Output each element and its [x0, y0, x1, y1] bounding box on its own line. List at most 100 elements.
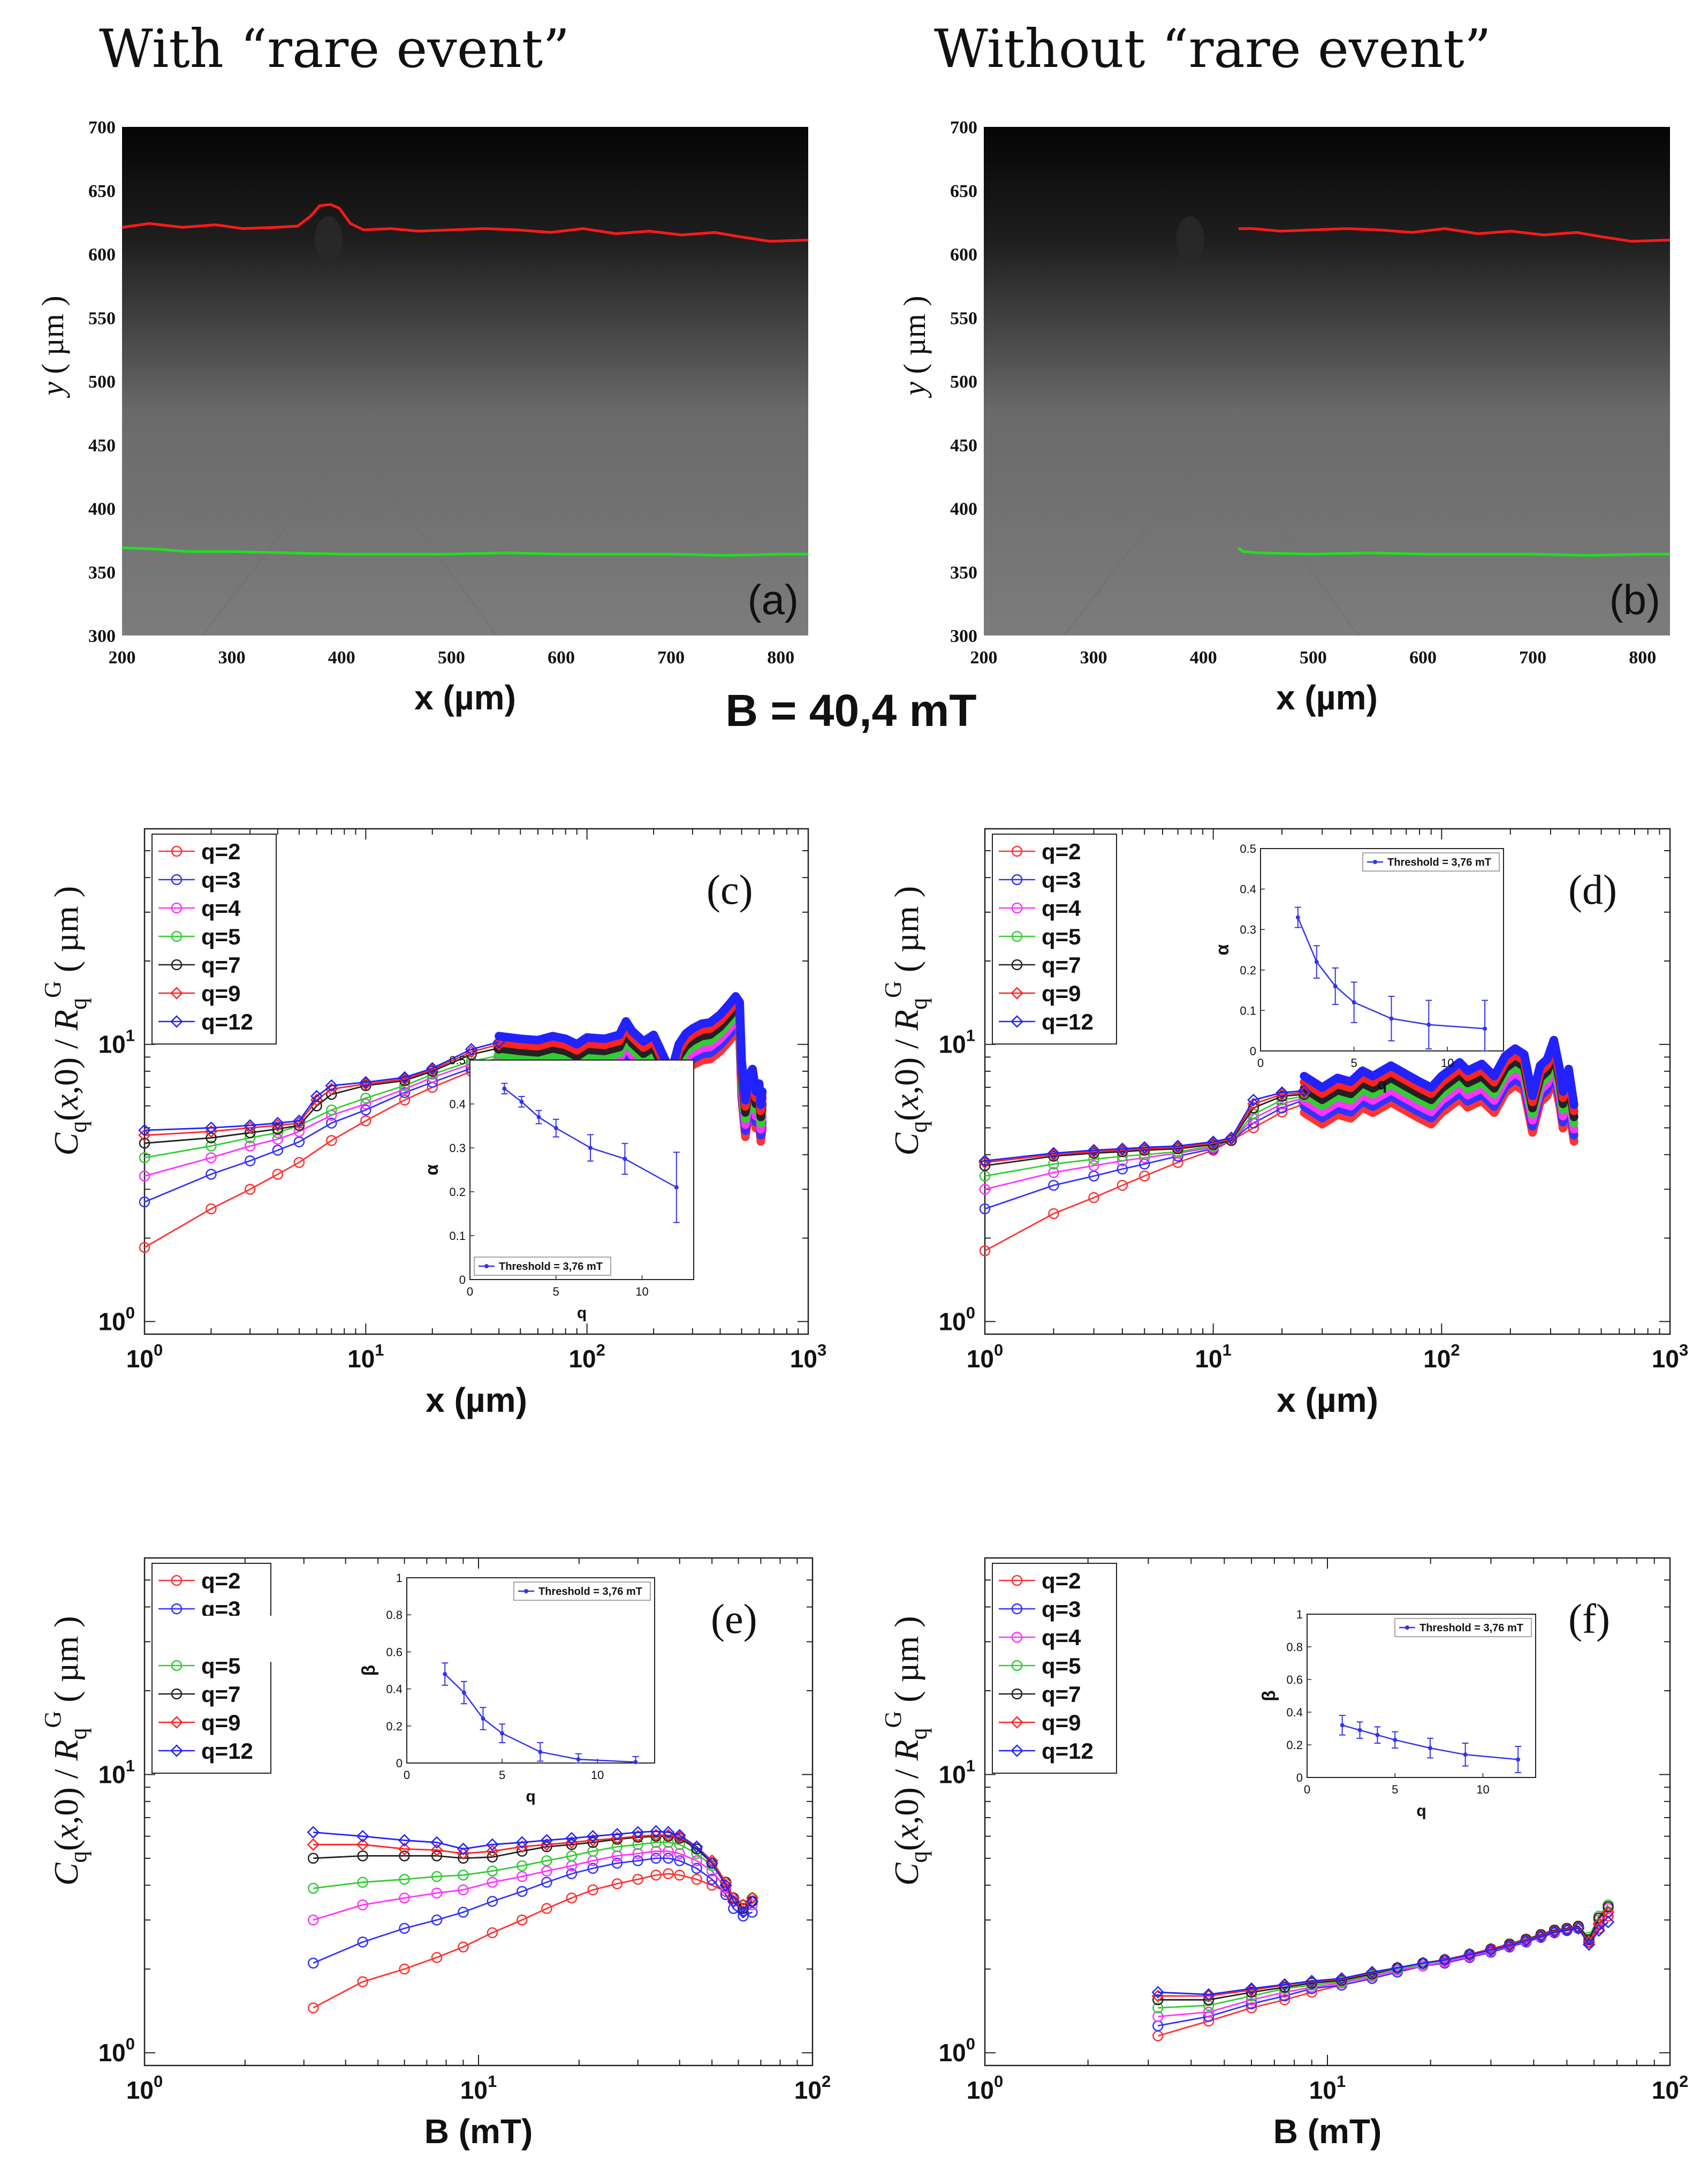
- data-marker: [517, 1914, 528, 1926]
- data-marker: [650, 1837, 662, 1848]
- data-marker: [272, 1168, 284, 1180]
- inset-y-tick-label: 1: [396, 1571, 403, 1585]
- data-marker: [1582, 1938, 1596, 1951]
- y-tick-label: 101: [939, 1026, 975, 1058]
- data-marker: [307, 1882, 319, 1894]
- inset-y-tick-label: 0: [396, 1757, 403, 1770]
- data-marker: [566, 1892, 578, 1904]
- data-marker: [566, 1868, 578, 1880]
- data-marker: [360, 1098, 371, 1110]
- data-marker: [1202, 1988, 1215, 2001]
- data-marker: [1011, 1744, 1023, 1757]
- data-marker: [1152, 1994, 1164, 2006]
- data-marker: [398, 1834, 411, 1847]
- inset-point: [1375, 1732, 1380, 1737]
- y-tick-label: 600: [88, 245, 116, 265]
- panel-a: 200 300 400 500 600 700 8003003504004505005506…: [35, 19, 808, 717]
- data-marker: [1276, 1094, 1288, 1106]
- legend-label: q=9: [201, 981, 241, 1006]
- x-tick-label: 101: [460, 2072, 497, 2104]
- data-marker: [272, 1123, 284, 1135]
- panel-label: (d): [1568, 866, 1617, 913]
- data-marker: [1011, 1660, 1023, 1671]
- data-marker: [674, 1870, 685, 1881]
- data-marker: [1246, 1998, 1257, 2009]
- inset-x-tick-label: 10: [591, 1768, 604, 1782]
- x-tick-label: 102: [1423, 1341, 1460, 1373]
- data-marker: [1087, 1144, 1100, 1157]
- inset-y-tick-label: 0.2: [1286, 1738, 1303, 1752]
- inset-point: [623, 1156, 627, 1161]
- data-marker: [139, 1138, 150, 1149]
- data-marker: [1088, 1170, 1099, 1182]
- y-axis-label: Cq(x,0) / RqG ( µm ): [40, 886, 92, 1156]
- data-marker: [673, 1830, 686, 1844]
- x-tick-label: 100: [126, 1341, 163, 1373]
- data-marker: [515, 1836, 529, 1849]
- data-marker: [1171, 1139, 1185, 1153]
- data-marker: [1484, 1942, 1498, 1956]
- x-tick-label: 600: [548, 648, 575, 668]
- data-marker: [307, 1957, 319, 1969]
- data-marker: [487, 1865, 498, 1877]
- inset-legend-marker: [524, 1589, 528, 1593]
- data-marker: [360, 1104, 371, 1116]
- inset-point: [536, 1115, 541, 1119]
- data-marker: [1279, 1994, 1291, 2006]
- inset-y-tick-label: 0.5: [449, 1054, 466, 1067]
- data-marker: [357, 1976, 368, 1987]
- data-marker: [1335, 1972, 1348, 1985]
- data-marker: [1088, 1154, 1099, 1165]
- data-marker: [357, 1899, 368, 1911]
- y-tick-label: 700: [950, 118, 977, 138]
- inset-point: [481, 1716, 485, 1721]
- legend-box: [992, 834, 1117, 1045]
- x-tick-label: 102: [568, 1341, 605, 1373]
- legend-occluder: [153, 1616, 294, 1662]
- inset-point: [1352, 1000, 1356, 1005]
- data-marker: [691, 1843, 702, 1855]
- legend: q=2q=3q=4q=5q=7q=9q=12: [151, 1563, 294, 1774]
- inset-y-tick-label: 0: [1296, 1771, 1303, 1784]
- data-marker: [326, 1117, 337, 1129]
- data-marker: [206, 1168, 217, 1180]
- inset-point: [502, 1086, 507, 1091]
- legend-label: q=9: [1042, 1710, 1081, 1735]
- image-band: [984, 381, 1670, 383]
- inset-point: [1357, 1728, 1362, 1732]
- inset-x-tick-label: 0: [404, 1768, 410, 1782]
- inset-x-label: q: [577, 1304, 587, 1322]
- series-line: [144, 1063, 499, 1249]
- data-marker: [457, 1842, 470, 1856]
- image-streak: [201, 406, 380, 636]
- data-marker: [171, 1688, 183, 1700]
- panel-title: With “rare event”: [99, 19, 570, 80]
- data-marker: [293, 1114, 306, 1128]
- panel-label: (a): [748, 576, 799, 623]
- data-marker: [1276, 1102, 1288, 1114]
- data-marker: [427, 1072, 438, 1083]
- y-tick-label: 350: [88, 563, 116, 582]
- data-marker: [1365, 1965, 1379, 1979]
- data-marker: [586, 1829, 599, 1843]
- data-marker: [458, 1941, 469, 1953]
- inset-point: [1340, 1723, 1345, 1728]
- series-line: [984, 1092, 1304, 1163]
- data-marker: [611, 1841, 623, 1852]
- data-marker: [399, 1874, 410, 1885]
- data-marker: [662, 1826, 675, 1839]
- data-marker: [487, 1851, 498, 1863]
- series-line: [144, 1043, 499, 1136]
- inset-y-label: β: [359, 1665, 379, 1676]
- inset-point: [674, 1185, 679, 1190]
- data-marker: [139, 1152, 150, 1163]
- data-marker: [171, 845, 183, 857]
- data-marker: [1117, 1179, 1128, 1191]
- y-tick-label: 500: [88, 372, 116, 392]
- legend-label: q=3: [1042, 1597, 1081, 1622]
- inset-y-tick-label: 0: [459, 1273, 466, 1287]
- legend-box: [151, 1563, 271, 1774]
- inset-x-tick-label: 10: [1476, 1783, 1489, 1796]
- image-streak: [1063, 406, 1242, 636]
